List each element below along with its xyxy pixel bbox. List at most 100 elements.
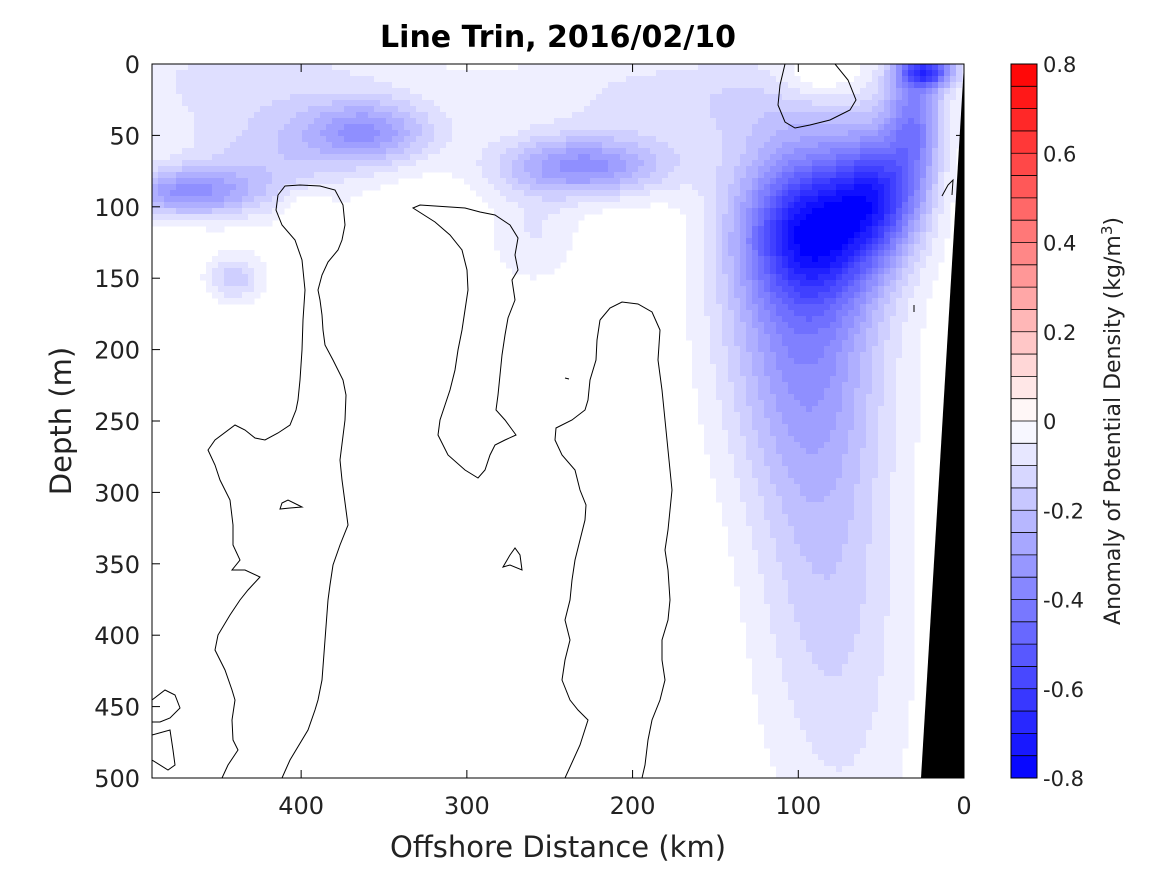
- field-cell: [812, 430, 819, 437]
- field-cell: [608, 172, 615, 179]
- field-cell: [404, 94, 411, 101]
- field-cell: [662, 196, 669, 203]
- field-cell: [806, 328, 813, 335]
- field-cell: [224, 100, 231, 107]
- field-cell: [722, 286, 729, 293]
- field-cell: [872, 358, 879, 365]
- field-cell: [806, 190, 813, 197]
- field-cell: [248, 142, 255, 149]
- field-cell: [542, 64, 549, 71]
- field-cell: [566, 76, 573, 83]
- field-cell: [746, 136, 753, 143]
- field-cell: [776, 124, 783, 131]
- field-cell: [344, 166, 351, 173]
- field-cell: [758, 190, 765, 197]
- field-cell: [518, 202, 525, 209]
- field-cell: [752, 172, 759, 179]
- field-cell: [716, 412, 723, 419]
- field-cell: [866, 118, 873, 125]
- field-cell: [308, 124, 315, 131]
- field-cell: [248, 64, 255, 71]
- field-cell: [380, 136, 387, 143]
- field-cell: [818, 220, 825, 227]
- field-cell: [560, 202, 567, 209]
- field-cell: [848, 94, 855, 101]
- field-cell: [158, 82, 165, 89]
- field-cell: [560, 250, 567, 257]
- field-cell: [704, 88, 711, 95]
- field-cell: [638, 94, 645, 101]
- field-cell: [818, 148, 825, 155]
- field-cell: [704, 106, 711, 113]
- field-cell: [152, 64, 159, 71]
- field-cell: [260, 280, 267, 287]
- field-cell: [740, 154, 747, 161]
- field-cell: [710, 178, 717, 185]
- field-cell: [470, 172, 477, 179]
- field-cell: [194, 130, 201, 137]
- field-cell: [542, 196, 549, 203]
- field-cell: [530, 268, 537, 275]
- field-cell: [398, 64, 405, 71]
- field-cell: [548, 220, 555, 227]
- field-cell: [938, 220, 945, 227]
- field-cell: [908, 388, 915, 395]
- field-cell: [578, 148, 585, 155]
- field-cell: [842, 184, 849, 191]
- field-cell: [926, 154, 933, 161]
- field-cell: [764, 376, 771, 383]
- field-cell: [230, 70, 237, 77]
- field-cell: [884, 388, 891, 395]
- field-cell: [548, 214, 555, 221]
- field-cell: [812, 94, 819, 101]
- field-cell: [746, 424, 753, 431]
- field-cell: [404, 106, 411, 113]
- field-cell: [746, 250, 753, 257]
- field-cell: [704, 178, 711, 185]
- field-cell: [206, 112, 213, 119]
- field-cell: [770, 88, 777, 95]
- field-cell: [674, 64, 681, 71]
- field-cell: [854, 130, 861, 137]
- field-cell: [170, 196, 177, 203]
- field-cell: [770, 310, 777, 317]
- field-cell: [170, 136, 177, 143]
- field-cell: [614, 178, 621, 185]
- field-cell: [872, 328, 879, 335]
- field-cell: [794, 142, 801, 149]
- field-cell: [488, 202, 495, 209]
- field-cell: [494, 70, 501, 77]
- field-cell: [662, 76, 669, 83]
- field-cell: [590, 166, 597, 173]
- field-cell: [908, 70, 915, 77]
- field-cell: [314, 88, 321, 95]
- field-cell: [518, 190, 525, 197]
- field-cell: [350, 190, 357, 197]
- field-cell: [584, 124, 591, 131]
- field-cell: [914, 400, 921, 407]
- field-cell: [932, 148, 939, 155]
- field-cell: [794, 148, 801, 155]
- field-cell: [638, 64, 645, 71]
- field-cell: [722, 130, 729, 137]
- field-cell: [890, 100, 897, 107]
- field-cell: [284, 94, 291, 101]
- field-cell: [764, 454, 771, 461]
- field-cell: [788, 238, 795, 245]
- field-cell: [908, 310, 915, 317]
- field-cell: [908, 100, 915, 107]
- field-cell: [440, 124, 447, 131]
- field-cell: [386, 130, 393, 137]
- field-cell: [254, 202, 261, 209]
- field-cell: [794, 154, 801, 161]
- field-cell: [686, 142, 693, 149]
- field-cell: [668, 82, 675, 89]
- field-cell: [554, 94, 561, 101]
- field-cell: [650, 100, 657, 107]
- field-cell: [752, 154, 759, 161]
- field-cell: [260, 190, 267, 197]
- field-cell: [416, 160, 423, 167]
- field-cell: [512, 142, 519, 149]
- field-cell: [788, 406, 795, 413]
- field-cell: [914, 340, 921, 347]
